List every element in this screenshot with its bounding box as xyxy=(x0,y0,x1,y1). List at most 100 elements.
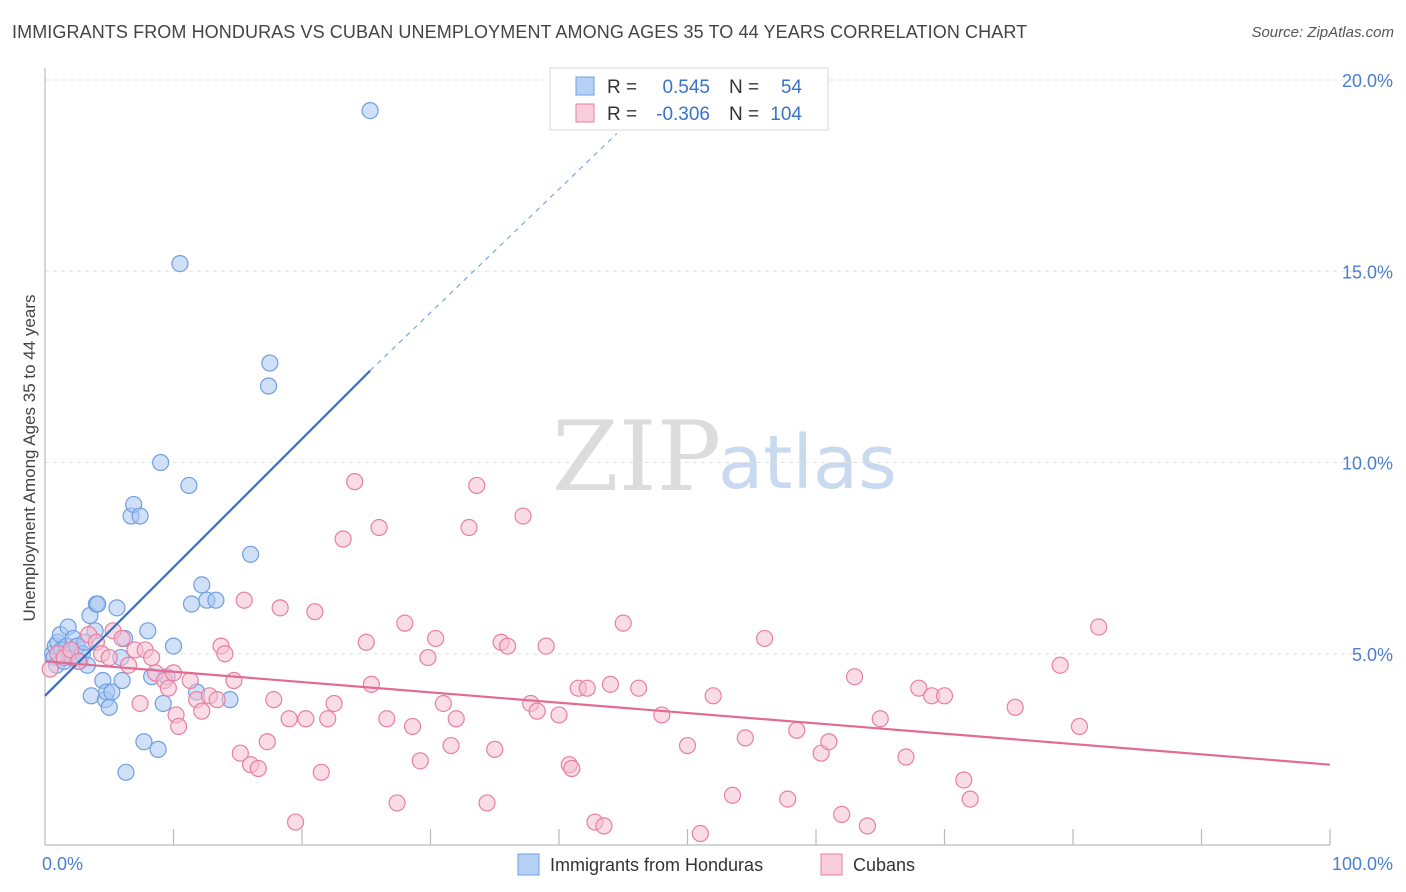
y-tick-label: 5.0% xyxy=(1352,645,1393,665)
data-point xyxy=(149,740,167,758)
data-point xyxy=(871,710,889,728)
data-point xyxy=(208,691,226,709)
data-point xyxy=(955,771,973,789)
axes xyxy=(44,68,1331,846)
data-point xyxy=(411,752,429,770)
data-point xyxy=(207,591,225,609)
trend-line-cubans xyxy=(44,660,1331,766)
data-point xyxy=(537,637,555,655)
data-point xyxy=(388,794,406,812)
legend-r-value-1: 0.545 xyxy=(662,77,710,98)
data-point xyxy=(845,668,864,686)
data-point xyxy=(135,733,153,751)
legend-n-value-1: 54 xyxy=(781,77,803,98)
y-tick-label: 15.0% xyxy=(1342,262,1393,282)
y-tick-label: 10.0% xyxy=(1342,454,1393,474)
data-point xyxy=(312,763,330,781)
legend-n-label-1: N = xyxy=(729,77,759,98)
data-point xyxy=(100,648,118,667)
gridlines xyxy=(45,79,1390,655)
data-point xyxy=(108,599,126,617)
data-point xyxy=(193,702,211,720)
data-point xyxy=(378,710,396,728)
data-point xyxy=(723,786,742,804)
y-tick-label: 20.0% xyxy=(1342,71,1393,91)
data-point xyxy=(235,591,253,609)
data-point xyxy=(614,614,632,632)
data-point xyxy=(820,733,838,751)
data-point xyxy=(261,354,279,372)
data-point xyxy=(419,648,437,667)
data-point xyxy=(117,763,135,781)
data-point xyxy=(193,576,211,594)
data-point xyxy=(403,717,422,736)
data-point xyxy=(325,694,343,713)
data-point xyxy=(910,679,928,697)
x-tick-label-min: 0.0% xyxy=(42,854,83,874)
data-point xyxy=(159,679,177,697)
legend-swatch-cubans xyxy=(575,103,595,123)
data-point xyxy=(113,629,131,648)
data-point xyxy=(271,599,289,617)
series-cubans xyxy=(41,473,1108,843)
data-point xyxy=(578,679,596,697)
data-point xyxy=(182,595,201,613)
data-point xyxy=(231,744,249,762)
data-point xyxy=(362,675,380,693)
bottom-legend: Immigrants from Honduras Cubans xyxy=(517,853,915,876)
data-point xyxy=(630,679,648,697)
data-point xyxy=(514,507,532,525)
data-point xyxy=(249,759,267,778)
data-point xyxy=(89,595,107,613)
data-point xyxy=(319,710,337,728)
data-point xyxy=(361,101,379,120)
data-point xyxy=(691,824,709,843)
data-point xyxy=(736,729,754,747)
data-point xyxy=(216,645,234,663)
watermark: ZIP atlas xyxy=(552,401,897,513)
data-point xyxy=(357,633,375,651)
data-point xyxy=(1090,618,1108,636)
data-point xyxy=(225,671,243,690)
data-point xyxy=(370,518,388,537)
stats-legend: R = 0.545 N = 54 R = -0.306 N = 104 xyxy=(549,67,829,131)
data-point xyxy=(164,637,183,655)
data-point xyxy=(346,473,364,491)
data-point xyxy=(297,710,315,728)
data-point xyxy=(528,702,546,720)
data-point xyxy=(755,629,774,648)
data-point xyxy=(143,648,161,667)
data-point xyxy=(563,759,581,778)
data-point xyxy=(678,736,697,755)
y-axis-label: Unemployment Among Ages 35 to 44 years xyxy=(20,295,39,622)
data-point xyxy=(1070,717,1089,736)
data-point xyxy=(460,518,478,537)
watermark-zip: ZIP xyxy=(552,401,721,513)
data-point xyxy=(100,698,118,716)
x-tick-label-max: 100.0% xyxy=(1332,854,1393,874)
data-point xyxy=(131,507,149,525)
data-point xyxy=(113,671,131,690)
data-point xyxy=(468,476,486,495)
data-point xyxy=(478,794,496,812)
data-point xyxy=(306,603,324,621)
chart-title: IMMIGRANTS FROM HONDURAS VS CUBAN UNEMPL… xyxy=(12,22,1028,42)
data-point xyxy=(265,691,283,709)
data-point xyxy=(442,736,460,755)
series-layer xyxy=(41,101,1108,843)
data-point xyxy=(427,629,445,648)
data-point xyxy=(152,453,170,472)
data-point xyxy=(1051,656,1069,674)
data-point xyxy=(833,805,851,824)
trend-line-honduras xyxy=(44,369,371,697)
series-honduras xyxy=(44,101,379,781)
legend-r-label-1: R = xyxy=(607,77,637,98)
legend-swatch-honduras xyxy=(575,76,595,96)
data-point xyxy=(499,637,517,655)
data-point xyxy=(181,671,199,690)
data-point xyxy=(779,790,797,808)
data-point xyxy=(258,733,276,751)
data-point xyxy=(897,748,915,766)
bottom-legend-label-honduras: Immigrants from Honduras xyxy=(550,855,763,875)
